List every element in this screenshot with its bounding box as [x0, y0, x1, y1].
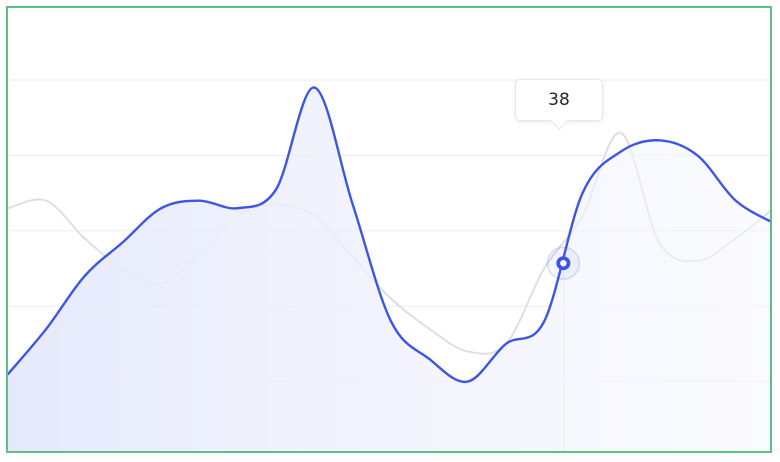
tooltip-value: 38	[548, 90, 570, 110]
series-line-0	[8, 86, 770, 383]
chart-plot	[8, 79, 770, 451]
chart-frame: 38	[6, 6, 772, 453]
highlight-point-center	[560, 259, 567, 267]
series-area-0	[8, 87, 770, 451]
value-tooltip: 38	[515, 79, 603, 130]
